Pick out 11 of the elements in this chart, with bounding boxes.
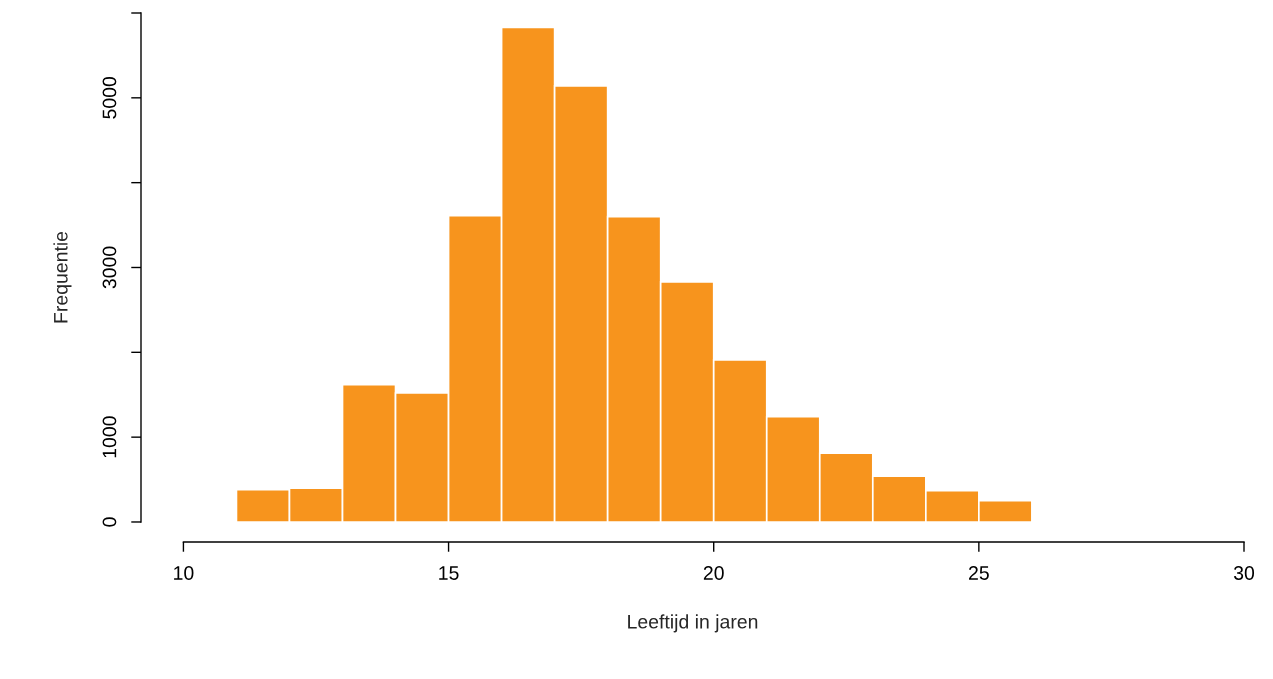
y-tick-label: 0 — [102, 517, 117, 527]
y-axis-title: Frequentie — [53, 231, 72, 323]
y-tick-label: 5000 — [102, 76, 117, 119]
x-tick-label: 20 — [703, 566, 724, 580]
y-tick-label: 1000 — [102, 416, 117, 458]
x-tick-label: 10 — [174, 566, 194, 580]
x-tick-label: 15 — [439, 566, 459, 580]
x-tick-label: 25 — [969, 566, 989, 580]
x-tick-label: 30 — [1233, 566, 1255, 580]
x-axis-title: Leeftijd in jaren — [628, 614, 758, 633]
y-tick-label: 3000 — [102, 246, 117, 289]
